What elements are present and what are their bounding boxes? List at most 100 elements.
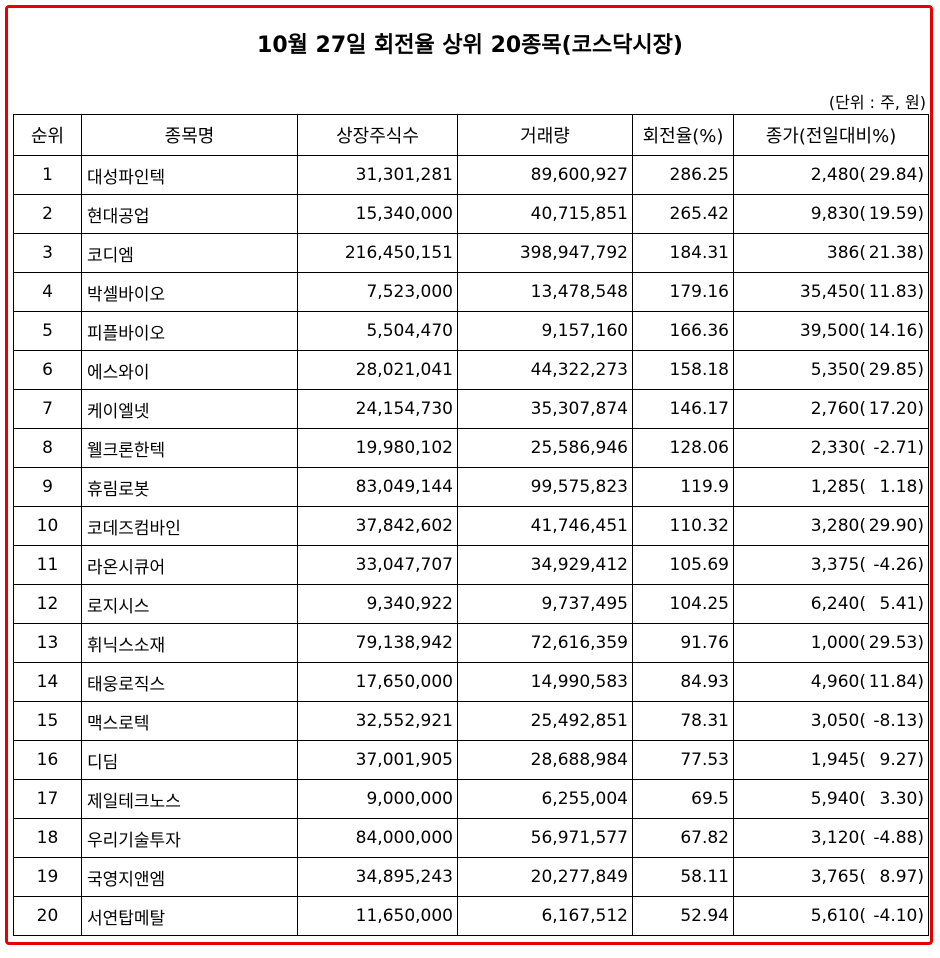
listed-shares-cell: 84,000,000	[297, 818, 458, 858]
turnover-cell: 104.25	[632, 584, 734, 624]
close-price-value: 5,610(	[810, 906, 866, 926]
volume-cell: 25,492,851	[457, 701, 633, 741]
rank-cell: 2	[13, 194, 82, 234]
price-change-value: -2.71)	[873, 438, 924, 458]
col-header-name: 종목명	[81, 114, 298, 156]
volume-cell: 44,322,273	[457, 350, 633, 390]
price-change-value: 29.84)	[868, 165, 924, 185]
price-change-value: -4.26)	[873, 555, 924, 575]
listed-shares-cell: 9,340,922	[297, 584, 458, 624]
table-row: 10 코데즈컴바인 37,842,602 41,746,451 110.32 3,280(…	[13, 506, 929, 546]
close-price-value: 6,240(	[810, 594, 866, 614]
price-change-value: 11.84)	[868, 672, 924, 692]
stock-name-cell: 휘닉스소재	[81, 623, 298, 663]
table-row: 20 서연탑메탈 11,650,000 6,167,512 52.94 5,610(-4.…	[13, 896, 929, 936]
volume-cell: 56,971,577	[457, 818, 633, 858]
price-change-value: -4.10)	[873, 906, 924, 926]
close-price-value: 35,450(	[799, 282, 866, 302]
stock-name-cell: 라온시큐어	[81, 545, 298, 585]
volume-cell: 41,746,451	[457, 506, 633, 546]
close-price-value: 2,330(	[810, 438, 866, 458]
volume-cell: 6,167,512	[457, 896, 633, 936]
price-change-value: 14.16)	[868, 321, 924, 341]
listed-shares-cell: 24,154,730	[297, 389, 458, 429]
volume-cell: 99,575,823	[457, 467, 633, 507]
close-price-value: 1,000(	[810, 633, 866, 653]
rank-cell: 16	[13, 740, 82, 780]
listed-shares-cell: 19,980,102	[297, 428, 458, 468]
listed-shares-cell: 34,895,243	[297, 857, 458, 897]
stock-name-cell: 제일테크노스	[81, 779, 298, 819]
close-price-value: 386(	[826, 243, 866, 263]
close-price-value: 2,480(	[810, 165, 866, 185]
turnover-cell: 265.42	[632, 194, 734, 234]
stock-name-cell: 코데즈컴바인	[81, 506, 298, 546]
rank-cell: 12	[13, 584, 82, 624]
price-change-value: -4.88)	[873, 828, 924, 848]
listed-shares-cell: 11,650,000	[297, 896, 458, 936]
close-price-cell: 4,960(11.84)	[733, 662, 929, 702]
turnover-cell: 77.53	[632, 740, 734, 780]
close-price-cell: 5,940(3.30)	[733, 779, 929, 819]
volume-cell: 14,990,583	[457, 662, 633, 702]
close-price-cell: 3,765(8.97)	[733, 857, 929, 897]
col-header-volume: 거래량	[457, 114, 633, 156]
turnover-cell: 119.9	[632, 467, 734, 507]
listed-shares-cell: 17,650,000	[297, 662, 458, 702]
listed-shares-cell: 9,000,000	[297, 779, 458, 819]
turnover-cell: 128.06	[632, 428, 734, 468]
rank-cell: 17	[13, 779, 82, 819]
table-row: 13 휘닉스소재 79,138,942 72,616,359 91.76 1,000(29…	[13, 623, 929, 663]
close-price-value: 3,120(	[810, 828, 866, 848]
turnover-cell: 91.76	[632, 623, 734, 663]
rank-cell: 4	[13, 272, 82, 312]
close-price-cell: 2,480(29.84)	[733, 155, 929, 195]
rank-cell: 20	[13, 896, 82, 936]
stock-name-cell: 박셀바이오	[81, 272, 298, 312]
listed-shares-cell: 37,001,905	[297, 740, 458, 780]
col-header-close-price: 종가(전일대비%)	[733, 114, 929, 156]
turnover-cell: 286.25	[632, 155, 734, 195]
turnover-cell: 67.82	[632, 818, 734, 858]
close-price-cell: 1,000(29.53)	[733, 623, 929, 663]
turnover-cell: 158.18	[632, 350, 734, 390]
price-change-value: 19.59)	[868, 204, 924, 224]
close-price-cell: 3,280(29.90)	[733, 506, 929, 546]
turnover-cell: 179.16	[632, 272, 734, 312]
stock-name-cell: 케이엘넷	[81, 389, 298, 429]
close-price-value: 2,760(	[810, 399, 866, 419]
volume-cell: 34,929,412	[457, 545, 633, 585]
table-body: 1 대성파인텍 31,301,281 89,600,927 286.25 2,480(29…	[13, 155, 929, 936]
close-price-value: 9,830(	[810, 204, 866, 224]
rank-cell: 15	[13, 701, 82, 741]
turnover-cell: 84.93	[632, 662, 734, 702]
close-price-cell: 35,450(11.83)	[733, 272, 929, 312]
price-change-value: 11.83)	[868, 282, 924, 302]
volume-cell: 6,255,004	[457, 779, 633, 819]
volume-cell: 25,586,946	[457, 428, 633, 468]
close-price-cell: 9,830(19.59)	[733, 194, 929, 234]
price-change-value: 29.85)	[868, 360, 924, 380]
table-row: 9 휴림로봇 83,049,144 99,575,823 119.9 1,285(1.18…	[13, 467, 929, 507]
table-row: 14 태웅로직스 17,650,000 14,990,583 84.93 4,960(11…	[13, 662, 929, 702]
stock-name-cell: 현대공업	[81, 194, 298, 234]
volume-cell: 398,947,792	[457, 233, 633, 273]
close-price-value: 1,285(	[810, 477, 866, 497]
col-header-turnover: 회전율(%)	[632, 114, 734, 156]
volume-cell: 9,737,495	[457, 584, 633, 624]
stock-name-cell: 코디엠	[81, 233, 298, 273]
turnover-table: 순위 종목명 상장주식수 거래량 회전율(%) 종가(전일대비%) 1 대성파인텍…	[13, 114, 929, 936]
listed-shares-cell: 33,047,707	[297, 545, 458, 585]
stock-name-cell: 맥스로텍	[81, 701, 298, 741]
unit-note: (단위 : 주, 원)	[828, 93, 926, 112]
listed-shares-cell: 83,049,144	[297, 467, 458, 507]
rank-cell: 19	[13, 857, 82, 897]
volume-cell: 13,478,548	[457, 272, 633, 312]
rank-cell: 13	[13, 623, 82, 663]
table-row: 18 우리기술투자 84,000,000 56,971,577 67.82 3,120(-…	[13, 818, 929, 858]
close-price-cell: 6,240(5.41)	[733, 584, 929, 624]
table-row: 17 제일테크노스 9,000,000 6,255,004 69.5 5,940(3.30…	[13, 779, 929, 819]
close-price-cell: 2,330( -2.71)	[733, 428, 929, 468]
rank-cell: 18	[13, 818, 82, 858]
close-price-cell: 3,375(-4.26)	[733, 545, 929, 585]
